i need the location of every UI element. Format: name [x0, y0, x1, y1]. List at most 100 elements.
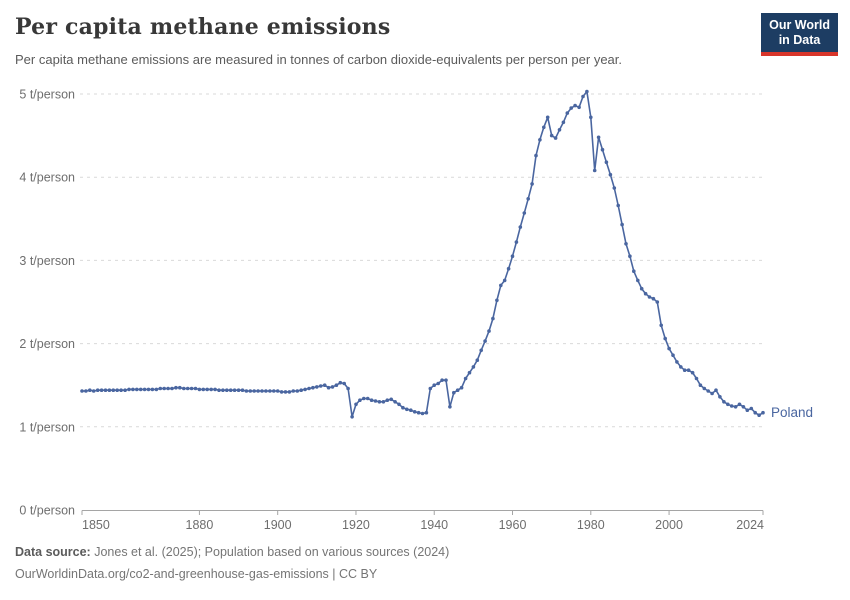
data-point[interactable]	[150, 387, 155, 392]
data-point[interactable]	[228, 388, 233, 393]
data-point[interactable]	[589, 115, 593, 120]
data-point[interactable]	[565, 111, 570, 115]
data-point[interactable]	[475, 358, 480, 363]
data-point[interactable]	[757, 413, 761, 418]
data-point[interactable]	[596, 135, 601, 140]
data-point[interactable]	[201, 387, 206, 392]
data-point[interactable]	[185, 386, 190, 391]
data-point[interactable]	[444, 378, 448, 383]
data-point[interactable]	[307, 386, 311, 391]
data-point[interactable]	[679, 365, 683, 369]
data-point[interactable]	[530, 182, 534, 186]
data-point[interactable]	[502, 278, 507, 283]
data-point[interactable]	[632, 269, 636, 274]
data-point[interactable]	[334, 383, 339, 388]
data-point[interactable]	[178, 385, 182, 390]
series-label-poland[interactable]: Poland	[771, 405, 813, 420]
data-point[interactable]	[491, 316, 495, 321]
data-point[interactable]	[608, 172, 613, 177]
data-point[interactable]	[420, 411, 425, 416]
data-point[interactable]	[209, 387, 213, 392]
data-point[interactable]	[131, 387, 135, 392]
data-point[interactable]	[577, 105, 581, 110]
data-point[interactable]	[424, 410, 429, 415]
data-point[interactable]	[95, 388, 100, 393]
data-point[interactable]	[506, 266, 511, 271]
data-point[interactable]	[651, 296, 656, 301]
data-point[interactable]	[694, 376, 699, 381]
data-point[interactable]	[158, 386, 163, 391]
data-point[interactable]	[671, 353, 675, 358]
data-point[interactable]	[338, 380, 343, 385]
data-point[interactable]	[80, 389, 84, 393]
data-point[interactable]	[663, 336, 667, 341]
data-point[interactable]	[514, 240, 519, 244]
data-point[interactable]	[279, 390, 284, 394]
data-point[interactable]	[718, 395, 722, 399]
data-point[interactable]	[592, 168, 597, 173]
data-point[interactable]	[174, 385, 178, 390]
data-point[interactable]	[311, 385, 315, 390]
data-point[interactable]	[604, 160, 609, 164]
data-point[interactable]	[193, 386, 198, 391]
data-point[interactable]	[561, 120, 566, 125]
data-point[interactable]	[322, 383, 327, 388]
data-point[interactable]	[483, 339, 487, 343]
data-point[interactable]	[264, 389, 268, 393]
data-point[interactable]	[225, 388, 229, 393]
data-point[interactable]	[636, 278, 640, 283]
data-point[interactable]	[479, 348, 484, 353]
data-point[interactable]	[330, 385, 335, 389]
data-point[interactable]	[260, 389, 264, 393]
data-point[interactable]	[295, 389, 300, 393]
data-point[interactable]	[350, 415, 354, 419]
data-point[interactable]	[291, 389, 296, 393]
data-point[interactable]	[573, 103, 577, 108]
data-point[interactable]	[416, 410, 421, 415]
data-point[interactable]	[733, 405, 738, 409]
data-point[interactable]	[714, 388, 718, 393]
data-point[interactable]	[405, 407, 409, 412]
data-point[interactable]	[409, 408, 413, 413]
data-point[interactable]	[107, 388, 112, 393]
data-point[interactable]	[256, 389, 260, 393]
data-point[interactable]	[518, 225, 523, 229]
data-point[interactable]	[88, 388, 92, 393]
data-point[interactable]	[639, 286, 644, 291]
data-point[interactable]	[342, 381, 347, 386]
data-point[interactable]	[299, 388, 304, 393]
data-point[interactable]	[698, 383, 703, 388]
data-point[interactable]	[600, 147, 605, 152]
data-point[interactable]	[436, 381, 441, 386]
data-point[interactable]	[268, 389, 272, 393]
data-point[interactable]	[741, 405, 746, 409]
data-point[interactable]	[495, 298, 499, 303]
data-point[interactable]	[522, 211, 527, 215]
data-point[interactable]	[119, 388, 123, 393]
data-point[interactable]	[737, 402, 742, 407]
data-point[interactable]	[569, 106, 573, 110]
data-point[interactable]	[389, 397, 394, 402]
data-point[interactable]	[452, 390, 456, 395]
data-point[interactable]	[620, 222, 624, 227]
data-point[interactable]	[534, 153, 538, 158]
data-point[interactable]	[557, 128, 562, 132]
data-point[interactable]	[283, 390, 288, 394]
data-point[interactable]	[761, 410, 765, 415]
data-point[interactable]	[166, 386, 170, 391]
data-point[interactable]	[385, 398, 390, 403]
data-point[interactable]	[412, 410, 417, 414]
data-point[interactable]	[542, 125, 546, 130]
data-point[interactable]	[240, 388, 245, 393]
data-point[interactable]	[722, 400, 726, 404]
data-point[interactable]	[377, 400, 382, 404]
data-point[interactable]	[221, 388, 225, 393]
data-point[interactable]	[397, 402, 401, 407]
data-point[interactable]	[315, 385, 319, 389]
data-point[interactable]	[440, 378, 444, 383]
data-point[interactable]	[91, 389, 96, 393]
data-point[interactable]	[553, 136, 558, 140]
data-point[interactable]	[710, 391, 714, 396]
data-point[interactable]	[326, 385, 331, 390]
data-point[interactable]	[499, 283, 503, 288]
